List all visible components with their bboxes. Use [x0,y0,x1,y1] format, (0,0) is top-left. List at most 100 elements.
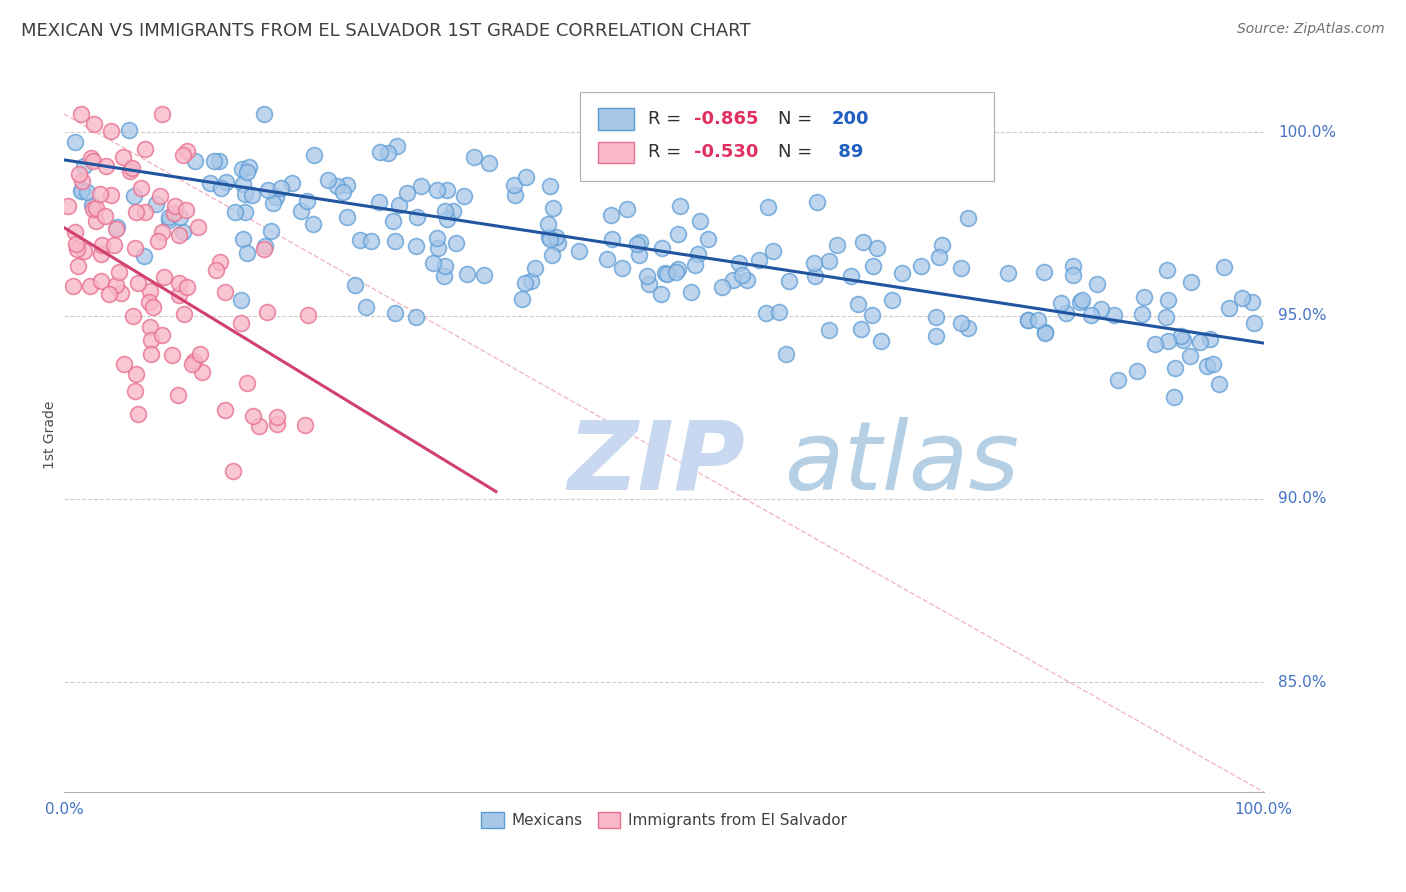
Point [803,269,825,284]
Point [134,205,156,219]
Point [957,211,980,225]
Point [302,148,325,162]
Text: 89: 89 [832,144,863,161]
Point [122,309,145,323]
Point [1126,364,1149,378]
FancyBboxPatch shape [579,92,994,181]
Point [325,178,347,193]
Point [1062,268,1084,282]
Point [231,162,253,177]
Point [70,107,93,121]
Point [657,268,679,282]
Point [541,248,564,262]
Point [628,235,651,249]
Point [163,199,186,213]
Point [169,277,191,291]
Point [176,144,198,158]
Point [232,232,254,246]
Point [70,184,93,198]
Point [215,175,238,189]
Point [336,210,359,224]
Point [127,277,149,291]
Point [238,161,260,175]
Point [568,244,591,259]
Point [433,204,456,219]
Point [142,300,165,314]
Point [637,277,659,291]
Point [160,348,183,362]
Point [253,242,276,256]
Text: atlas: atlas [783,417,1019,510]
Point [172,148,194,162]
Point [510,292,533,306]
Point [129,181,152,195]
Point [257,183,280,197]
Legend: Mexicans, Immigrants from El Salvador: Mexicans, Immigrants from El Salvador [474,806,853,834]
Point [547,235,569,250]
Point [184,153,207,168]
Point [870,334,893,348]
Point [125,367,148,381]
Point [73,244,96,259]
Y-axis label: 1st Grade: 1st Grade [44,401,58,469]
Point [254,239,277,253]
Point [806,195,828,210]
Point [242,409,264,423]
Point [731,268,754,283]
Point [377,145,399,160]
Point [167,228,190,243]
Point [67,167,90,181]
Point [56,199,79,213]
Point [1133,290,1156,304]
Point [191,365,214,379]
Point [176,202,198,217]
Point [1156,262,1178,277]
Point [294,418,316,433]
Text: MEXICAN VS IMMIGRANTS FROM EL SALVADOR 1ST GRADE CORRELATION CHART: MEXICAN VS IMMIGRANTS FROM EL SALVADOR 1… [21,22,751,40]
Point [94,159,117,173]
Point [240,187,263,202]
Point [1170,328,1192,343]
Point [513,276,536,290]
Point [388,198,411,212]
Point [865,241,887,255]
Point [1157,293,1180,307]
Point [316,173,339,187]
Point [235,246,257,260]
Point [62,278,84,293]
Text: 95.0%: 95.0% [1278,308,1327,323]
Point [686,247,709,261]
Point [266,410,288,425]
Point [697,232,720,246]
Point [827,237,849,252]
Point [200,176,222,190]
Point [162,206,184,220]
Point [1163,390,1185,404]
Point [118,123,141,137]
Point [537,229,560,244]
Point [214,403,236,417]
Point [176,280,198,294]
Point [150,327,173,342]
Point [173,307,195,321]
Point [600,232,623,246]
Point [436,183,458,197]
Point [180,357,202,371]
Point [381,214,404,228]
Point [232,178,254,192]
Point [721,273,744,287]
Point [266,190,288,204]
Point [145,197,167,211]
Point [1202,357,1225,371]
Point [426,183,449,197]
Point [134,249,156,263]
Point [928,250,950,264]
Point [127,407,149,421]
Point [169,210,191,224]
Point [541,201,564,215]
Point [1070,293,1092,307]
Point [236,376,259,391]
Point [188,347,211,361]
Point [775,347,797,361]
Point [260,223,283,237]
